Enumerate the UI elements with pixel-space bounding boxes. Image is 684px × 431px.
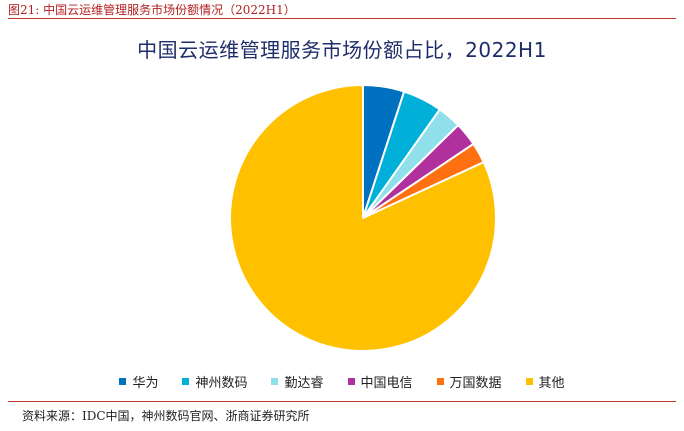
legend-item-4: 万国数据 [436,372,502,391]
pie-slice-5 [229,84,498,352]
legend-label-3: 中国电信 [360,376,413,391]
legend-label-2: 勤达睿 [284,376,324,391]
source-note: 资料来源：IDC中国，神州数码官网、浙商证券研究所 [22,409,310,423]
legend-swatch-1 [182,378,190,385]
legend-swatch-5 [525,378,533,385]
pie-slices [229,84,498,352]
chart-legend: 华为 神州数码 勤达睿 中国电信 万国数据 其他 [0,372,684,391]
legend-item-5: 其他 [525,372,565,391]
legend-item-2: 勤达睿 [271,372,324,391]
legend-item-3: 中国电信 [347,372,413,391]
legend-label-0: 华为 [132,376,159,391]
legend-item-0: 华为 [119,372,158,391]
legend-swatch-3 [347,378,355,385]
legend-swatch-4 [436,378,444,385]
legend-label-5: 其他 [538,376,565,391]
source-rule [8,401,676,402]
legend-label-4: 万国数据 [449,376,502,391]
legend-swatch-0 [119,378,127,385]
legend-label-1: 神州数码 [195,376,248,391]
caption-rule [8,18,676,19]
legend-item-1: 神州数码 [182,372,247,391]
legend-swatch-2 [271,378,279,385]
figure-caption: 图21: 中国云运维管理服务市场份额情况（2022H1） [8,3,296,17]
chart-title: 中国云运维管理服务市场份额占比，2022H1 [137,38,547,62]
